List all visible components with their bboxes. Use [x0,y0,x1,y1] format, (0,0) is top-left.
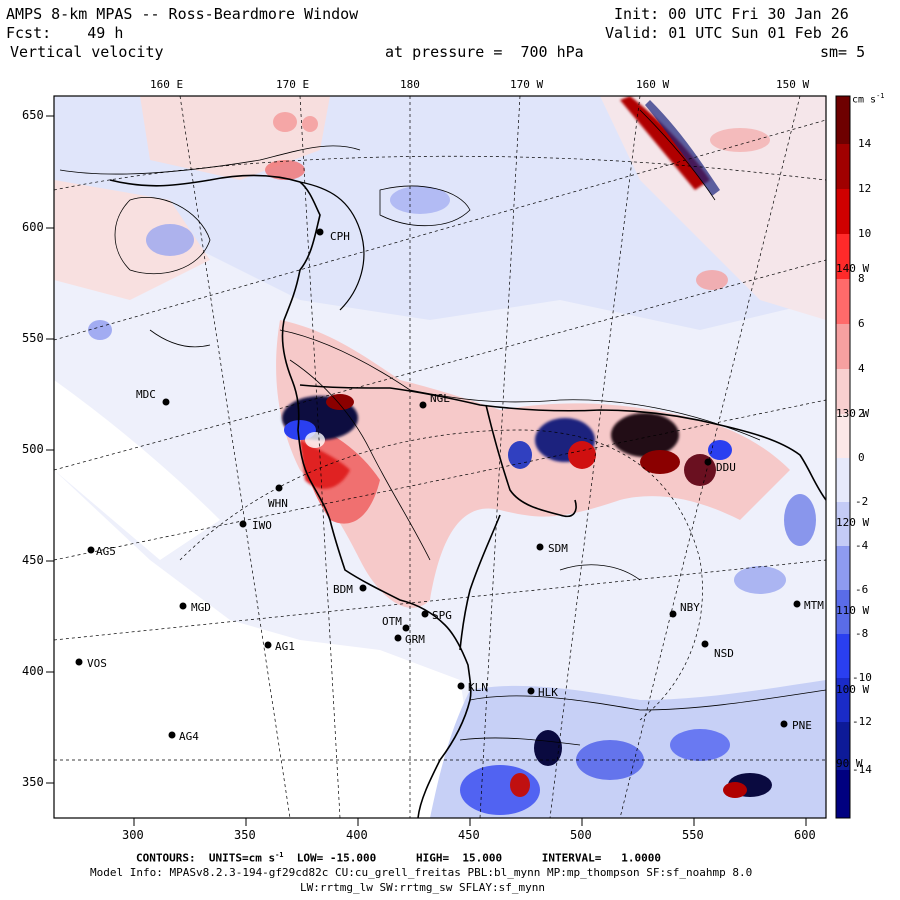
axis-ticks [46,115,807,826]
lon-label-edge: 130 W [836,407,870,420]
station-label: SPG [432,609,452,622]
ice-shelf-front [299,384,826,501]
station-label: PNE [792,719,812,732]
station-label: BDM [333,583,353,596]
colorbar-label: -10 [852,671,872,684]
colorbar-label: -4 [855,539,869,552]
colorbar-label: 12 [858,182,872,195]
init-time: Init: 00 UTC Fri 30 Jan 26 [614,5,849,23]
colorbar-label: -12 [852,715,872,728]
colorbar [835,95,851,819]
x-tick-label: 400 [346,828,368,842]
colorbar-label: 4 [858,362,865,375]
colorbar-label: 6 [858,317,865,330]
y-tick-label: 550 [22,331,44,345]
lon-label: 170 W [510,78,544,91]
station-label: MTM [804,599,824,612]
graticule [54,96,826,818]
lon-label: 160 W [636,78,670,91]
smoothing-label: sm= 5 [820,43,866,61]
x-tick-label: 600 [794,828,816,842]
contour-info: CONTOURS: UNITS=cm s-1 LOW= -15.000 HIGH… [136,851,662,865]
x-tick-label: 300 [122,828,144,842]
colorbar-label: -6 [855,583,869,596]
coastline [109,174,472,818]
y-tick-label: 400 [22,664,44,678]
station-label: AG4 [179,730,199,743]
lon-label-edge: 120 W [836,516,870,529]
station-markers [75,228,801,739]
station-label: DDU [716,461,736,474]
station-label: MDC [136,388,156,401]
station-label: AG1 [275,640,295,653]
station-label: SDM [548,542,568,555]
station-label: WHN [268,497,288,510]
model-info-physics: LW:rrtmg_lw SW:rrtmg_sw SFLAY:sf_mynn [300,881,546,894]
colorbar-label: -14 [852,763,872,776]
forecast-hour: Fcst: 49 h [6,24,124,42]
colorbar-label: 2 [858,407,865,420]
model-info: Model Info: MPASv8.2.3-194-gf29cd82c CU:… [90,866,753,879]
lon-label-edge: 140 W [836,262,870,275]
station-label: NBY [680,601,700,614]
lon-label: 170 E [276,78,310,91]
y-tick-label: 650 [22,108,44,122]
pressure-level: at pressure = 700 hPa [385,43,584,61]
plot-frame [53,95,827,819]
x-tick-label: 350 [234,828,256,842]
lon-label: 150 W [776,78,810,91]
colorbar-label: 14 [858,137,872,150]
map-title: AMPS 8-km MPAS -- Ross-Beardmore Window [6,5,359,23]
colorbar-label: 8 [858,272,865,285]
colorbar-label: 0 [858,451,865,464]
lon-label: 160 E [150,78,184,91]
station-label: IWO [252,519,272,532]
colorbar-label: -2 [855,495,869,508]
colorbar-label: -8 [855,627,869,640]
y-tick-label: 450 [22,553,44,567]
lon-label-edge: 90 W [836,757,863,770]
lon-label: 180 [400,78,420,91]
x-tick-label: 500 [570,828,592,842]
field-name: Vertical velocity [10,43,164,61]
x-tick-label: 450 [458,828,480,842]
station-label: NSD [714,647,734,660]
valid-time: Valid: 01 UTC Sun 01 Feb 26 [605,24,849,42]
station-label: MGD [191,601,211,614]
station-label: HLK [538,686,558,699]
colorbar-label: 10 [858,227,872,240]
vertical-velocity-field [54,96,826,818]
station-label: KLN [468,681,488,694]
lon-label-edge: 100 W [836,683,870,696]
station-label: AG5 [96,545,116,558]
x-tick-label: 550 [682,828,704,842]
y-tick-label: 600 [22,220,44,234]
y-tick-label: 500 [22,442,44,456]
y-tick-label: 350 [22,775,44,789]
station-label: GRM [405,633,425,646]
colorbar-units: cm s-1 [852,92,885,106]
station-label: NGL [430,392,450,405]
station-label: VOS [87,657,107,670]
station-label: CPH [330,230,350,243]
station-label: OTM [382,615,402,628]
lon-label-edge: 110 W [836,604,870,617]
